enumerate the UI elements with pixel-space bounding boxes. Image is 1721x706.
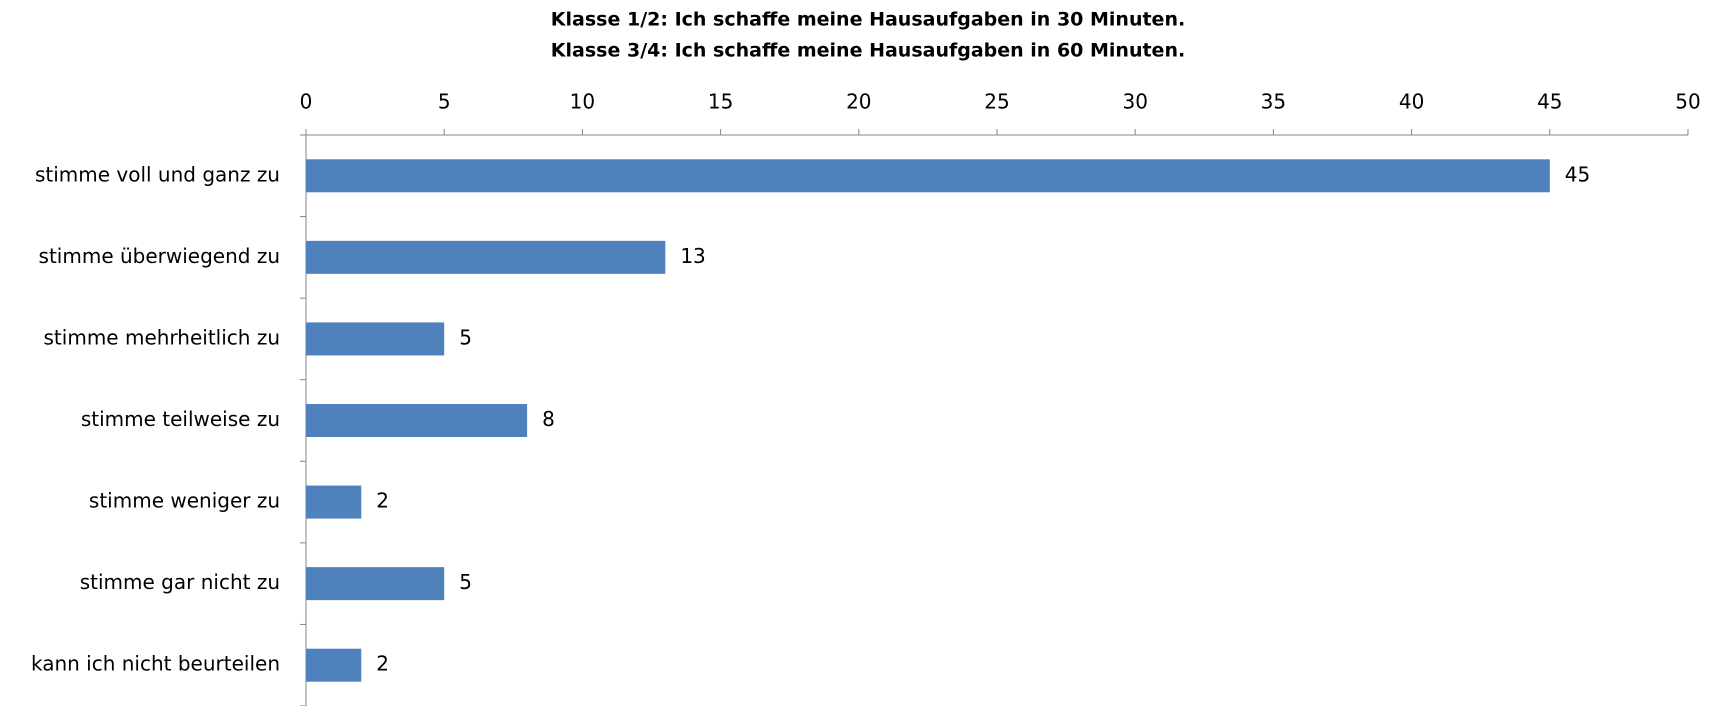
chart-subtitle: Klasse 3/4: Ich schaffe meine Hausaufgab…: [551, 40, 1185, 62]
x-tick-label: 15: [708, 90, 733, 114]
data-label: 2: [376, 652, 389, 676]
x-tick-label: 40: [1399, 90, 1424, 114]
y-tick-label: kann ich nicht beurteilen: [31, 652, 280, 676]
bar: [306, 404, 528, 437]
x-tick-label: 5: [438, 90, 451, 114]
x-tick-label: 50: [1675, 90, 1700, 114]
data-label: 2: [376, 489, 389, 513]
y-tick-label: stimme gar nicht zu: [80, 570, 280, 594]
x-tick-label: 10: [570, 90, 595, 114]
data-label: 13: [680, 244, 705, 268]
bar: [306, 159, 1550, 193]
x-tick-label: 0: [300, 90, 313, 114]
data-label: 5: [459, 570, 472, 594]
x-tick-label: 30: [1122, 90, 1147, 114]
x-tick-label: 20: [846, 90, 871, 114]
data-label: 5: [459, 325, 472, 349]
bar: [306, 240, 666, 274]
y-tick-label: stimme mehrheitlich zu: [44, 325, 280, 349]
bar: [306, 648, 362, 682]
x-tick-label: 25: [984, 90, 1009, 114]
x-tick-label: 35: [1261, 90, 1286, 114]
y-tick-label: stimme voll und ganz zu: [35, 162, 280, 186]
chart-title: Klasse 1/2: Ich schaffe meine Hausaufgab…: [551, 9, 1185, 31]
bar: [306, 322, 445, 356]
x-tick-label: 45: [1537, 90, 1562, 114]
bar: [306, 567, 445, 601]
bar: [306, 485, 362, 519]
y-tick-label: stimme teilweise zu: [81, 407, 280, 431]
data-label: 8: [542, 407, 555, 431]
y-tick-label: stimme überwiegend zu: [39, 244, 280, 268]
data-label: 45: [1565, 162, 1590, 186]
y-tick-label: stimme weniger zu: [89, 489, 280, 513]
